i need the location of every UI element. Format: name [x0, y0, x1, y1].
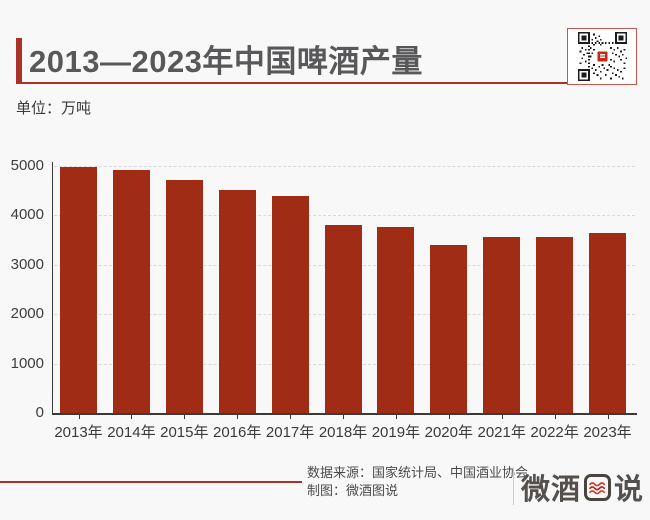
- source-block: 数据来源：国家统计局、中国酒业协会 制图：微酒图说: [307, 464, 528, 500]
- x-axis-tick-label: 2013年: [54, 424, 103, 441]
- footer-accent-line: [0, 481, 302, 483]
- qr-code-icon: [577, 32, 627, 81]
- x-axis-tick-label: 2015年: [160, 424, 209, 441]
- bar: [430, 244, 468, 413]
- bar: [60, 166, 97, 413]
- unit-label: 单位：万吨: [16, 100, 92, 117]
- axis-tick: [501, 415, 503, 419]
- axis-tick: [290, 415, 292, 419]
- title-underline: [16, 82, 637, 84]
- axis-tick: [395, 415, 397, 419]
- title-accent-bar: [16, 38, 22, 82]
- x-axis-line: [52, 413, 637, 415]
- axis-tick: [554, 415, 556, 419]
- bar: [271, 195, 309, 413]
- y-axis-tick-label: 2000: [10, 305, 44, 323]
- page-title: 2013—2023年中国啤酒产量: [29, 44, 423, 79]
- y-axis-tick-label: 1000: [10, 354, 44, 372]
- axis-tick: [237, 415, 239, 419]
- gridline: [54, 166, 635, 167]
- x-axis-tick-label: 2022年: [530, 424, 579, 441]
- credit-label: 制图：微酒图说: [307, 483, 399, 498]
- axis-tick: [78, 415, 80, 419]
- x-axis-tick-label: 2020年: [424, 424, 473, 441]
- bar-chart: 0 1000 2000 3000 4000 5000 2013年 2014年 2015年 2016…: [10, 157, 637, 441]
- bar: [324, 224, 362, 413]
- data-source-label: 数据来源：国家统计局、中国酒业协会: [307, 465, 529, 480]
- x-axis-tick-label: 2016年: [213, 424, 262, 441]
- bar: [165, 180, 203, 413]
- x-axis-tick-label: 2018年: [318, 424, 368, 441]
- bar: [589, 233, 626, 413]
- logo-text-right: 说: [614, 474, 645, 506]
- x-axis-tick-label: 2014年: [107, 424, 156, 441]
- footer-divider: [513, 467, 514, 505]
- bar: [536, 236, 574, 413]
- y-axis-tick-label: 0: [35, 404, 44, 421]
- brand-logo: 微酒 说: [521, 467, 644, 507]
- x-axis-tick-label: 2023年: [583, 424, 632, 441]
- bar: [112, 169, 150, 413]
- bar: [218, 190, 256, 413]
- x-axis-tick-label: 2019年: [371, 424, 421, 441]
- y-axis-tick-label: 5000: [10, 157, 44, 174]
- y-axis-tick-label: 4000: [10, 206, 44, 224]
- x-axis-tick-label: 2021年: [477, 424, 526, 441]
- y-axis-tick-label: 3000: [10, 255, 44, 273]
- axis-tick: [607, 415, 609, 419]
- y-axis-line: [52, 162, 53, 413]
- axis-tick: [448, 415, 450, 419]
- logo-box: [584, 473, 612, 501]
- logo-text-left: 微酒: [521, 474, 582, 506]
- x-axis-tick-label: 2017年: [265, 424, 315, 441]
- axis-tick: [131, 415, 133, 419]
- axis-tick: [184, 415, 186, 419]
- wave-icon: [589, 481, 606, 494]
- bar: [483, 237, 521, 413]
- qr-code: [567, 28, 637, 85]
- gridline: [54, 215, 635, 217]
- axis-tick: [343, 415, 344, 419]
- bar: [377, 227, 415, 413]
